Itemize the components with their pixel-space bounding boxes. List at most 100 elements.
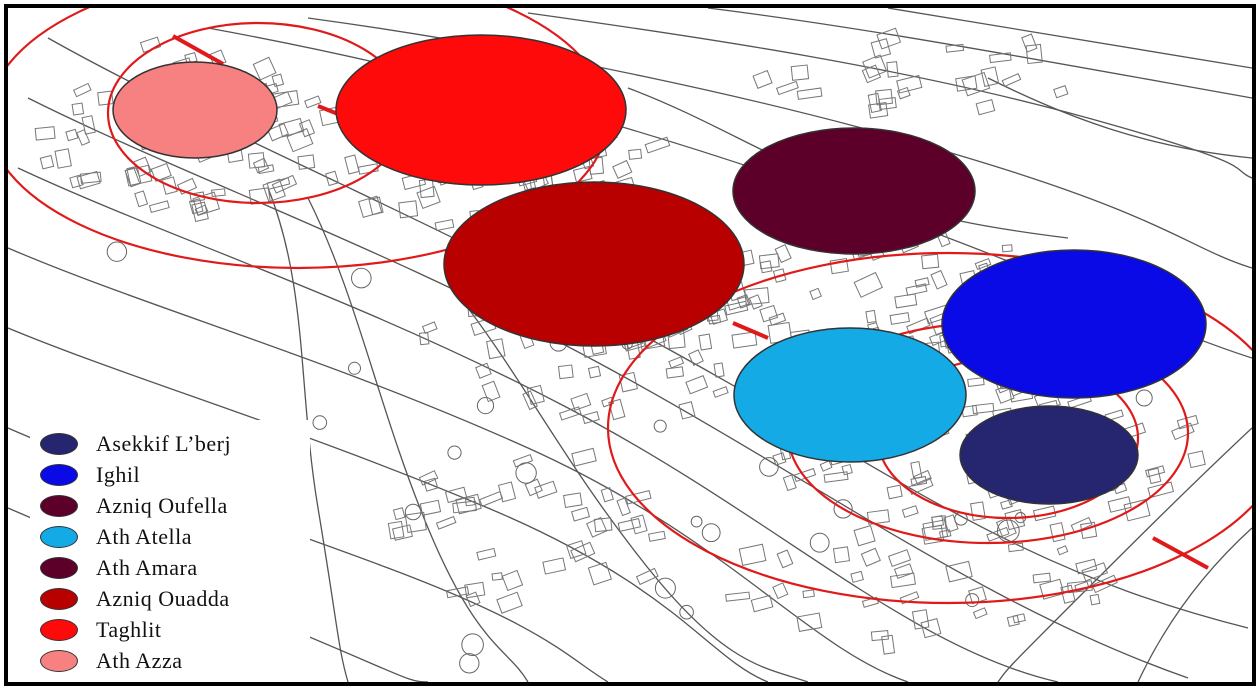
building <box>1053 85 1069 99</box>
building <box>608 398 626 421</box>
tree <box>809 532 830 553</box>
building <box>809 287 822 301</box>
building <box>252 56 277 81</box>
contour-line <box>527 12 1252 179</box>
building <box>418 470 439 486</box>
legend-swatch <box>40 649 78 672</box>
building <box>955 75 978 92</box>
tree <box>404 503 422 521</box>
building <box>297 154 316 170</box>
ring-marker <box>732 321 769 340</box>
building <box>161 176 178 195</box>
settlement-bubbles <box>112 34 1207 505</box>
building <box>586 516 608 538</box>
building <box>1021 33 1038 53</box>
tree <box>759 457 779 477</box>
building <box>748 294 763 310</box>
tree <box>654 577 676 599</box>
tree <box>965 593 980 608</box>
building <box>71 102 85 116</box>
building <box>612 159 633 180</box>
building <box>819 460 833 472</box>
influence-ring <box>607 251 1252 605</box>
settlement-bubble <box>959 405 1139 505</box>
building <box>445 586 470 599</box>
building <box>972 402 995 415</box>
building <box>995 384 1015 404</box>
building <box>618 371 639 393</box>
building <box>945 560 973 583</box>
building <box>617 518 642 532</box>
building <box>1039 578 1065 600</box>
building <box>565 540 587 560</box>
legend-label: Asekkif L’berj <box>96 430 232 456</box>
legend-item: Ath Azza <box>40 645 310 676</box>
settlement-bubble <box>112 61 278 159</box>
building <box>188 198 204 215</box>
legend-label: Taghlit <box>96 616 162 642</box>
legend-item: Ath Amara <box>40 552 310 583</box>
building <box>750 594 774 613</box>
building <box>1081 562 1109 582</box>
building <box>124 164 153 187</box>
building <box>534 480 558 499</box>
legend-swatch <box>40 463 78 486</box>
building <box>581 411 600 425</box>
building <box>570 392 592 411</box>
building <box>759 260 773 274</box>
building <box>644 136 671 154</box>
building <box>823 471 849 483</box>
legend-label: Azniq Oufella <box>96 492 228 518</box>
building <box>772 452 787 466</box>
tree <box>833 499 853 519</box>
map-frame: Asekkif L’berj Ighil Azniq Oufella Ath A… <box>4 4 1256 686</box>
building <box>776 549 794 569</box>
building <box>571 447 597 467</box>
building <box>630 514 648 535</box>
building <box>588 156 605 175</box>
building <box>278 117 305 138</box>
building <box>76 129 91 146</box>
building <box>698 333 713 351</box>
building <box>496 591 523 614</box>
building <box>648 530 666 542</box>
building <box>398 200 419 219</box>
building <box>475 362 492 379</box>
building <box>886 61 899 78</box>
building <box>391 524 413 541</box>
village-map[interactable] <box>8 8 1252 682</box>
contour-line <box>887 8 1252 69</box>
building <box>491 572 503 581</box>
legend-item: Asekkif L’berj <box>40 428 310 459</box>
building <box>558 406 582 421</box>
building <box>896 74 923 94</box>
building <box>731 331 758 349</box>
building <box>464 581 486 599</box>
building <box>1060 584 1076 604</box>
building <box>1075 558 1098 575</box>
ring-marker <box>172 34 224 66</box>
building <box>889 572 916 589</box>
building <box>853 524 876 547</box>
building <box>570 506 591 522</box>
building <box>191 201 209 223</box>
tree <box>348 361 361 375</box>
building <box>910 460 923 480</box>
building <box>1144 465 1166 478</box>
building <box>452 500 477 514</box>
building <box>65 128 79 142</box>
legend-label: Ath Atella <box>96 523 193 549</box>
contour-line <box>987 77 1252 159</box>
building <box>1187 450 1206 469</box>
building <box>570 541 596 563</box>
building <box>775 80 799 96</box>
building <box>945 43 965 53</box>
settlement-bubble <box>443 181 745 347</box>
building <box>247 152 266 169</box>
building <box>304 95 322 109</box>
building <box>481 380 501 403</box>
settlement-bubble <box>733 327 967 463</box>
building <box>486 338 506 360</box>
tree <box>447 445 462 460</box>
tree <box>690 515 703 528</box>
